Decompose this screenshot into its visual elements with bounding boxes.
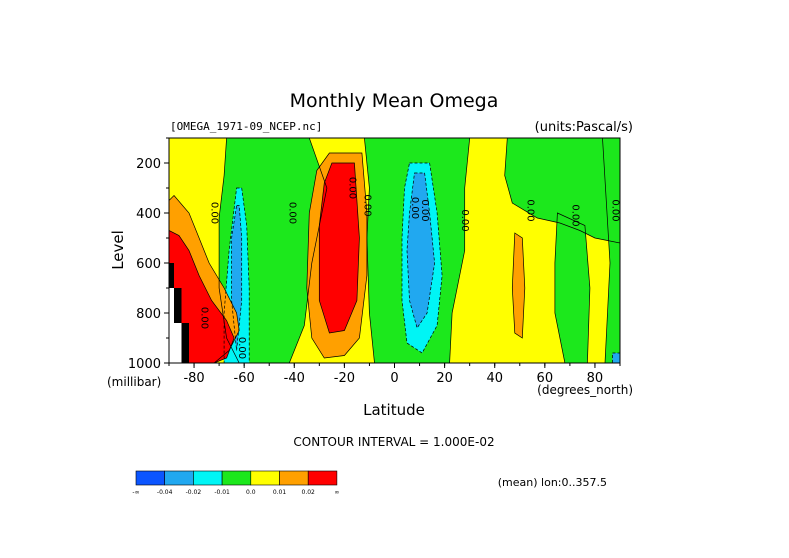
x-tick-label-2: -40 — [284, 371, 305, 386]
contour-label-10: 0.00 — [236, 337, 247, 359]
contour-line-4 — [554, 212, 591, 363]
colorbar-label-3: -0.01 — [214, 489, 230, 496]
colorbar-label-1: -0.04 — [157, 489, 173, 496]
contour-band-5 — [602, 138, 620, 363]
colorbar-label-4: 0.0 — [246, 489, 256, 496]
colorbar-swatch-4 — [250, 470, 280, 486]
x-tick-label-0: -80 — [183, 371, 204, 386]
contour-line-6 — [223, 187, 250, 363]
x-tick-label-1: -60 — [234, 371, 255, 386]
y-axis-ticks: 200 400 600 800 1000 — [128, 137, 169, 372]
colorbar-label-7: ∞ — [334, 489, 339, 496]
x-tick-label-5: 20 — [436, 371, 453, 386]
contour-label-8: 0.00 — [569, 204, 580, 226]
y-tick-label-3: 800 — [136, 307, 161, 322]
contour-band-17 — [612, 353, 620, 363]
mean-lon-label: (mean) lon:0..357.5 — [498, 476, 607, 489]
contour-interval-label: CONTOUR INTERVAL = 1.000E-02 — [293, 435, 494, 449]
x-axis-ticks: -80 -60 -40 -20 0 20 40 60 80 — [168, 363, 621, 386]
contour-label-4: 0.00 — [409, 197, 420, 219]
colorbar-swatch-1 — [164, 470, 194, 486]
contour-label-7: 0.00 — [524, 199, 535, 221]
x-tick-label-3: -20 — [334, 371, 355, 386]
y-axis-title: Level — [109, 230, 127, 270]
contour-line-10 — [306, 152, 368, 359]
contour-line-8 — [231, 205, 243, 351]
filled-contour-bands — [169, 138, 620, 363]
contour-line-1 — [218, 138, 328, 363]
contour-band-4 — [554, 213, 590, 363]
x-tick-label-4: 0 — [390, 371, 398, 386]
contour-line-14 — [169, 230, 235, 363]
contour-line-9 — [406, 172, 435, 329]
colorbar: -∞ -0.04 -0.02 -0.01 0.0 0.01 0.02 ∞ — [132, 470, 339, 496]
colorbar-swatch-3 — [221, 470, 252, 486]
x-axis-title: Latitude — [363, 401, 425, 419]
contour-lines — [169, 138, 620, 363]
units-label: (units:Pascal/s) — [535, 120, 633, 135]
contour-label-3: 0.00 — [361, 194, 372, 216]
contour-band-3 — [504, 138, 620, 243]
y-tick-label-4: 1000 — [128, 357, 161, 372]
colorbar-swatch-6 — [307, 470, 338, 486]
source-file-label: [OMEGA_1971-09_NCEP.nc] — [170, 120, 322, 133]
colorbar-swatch-0 — [135, 470, 166, 486]
y-tick-label-1: 400 — [136, 207, 161, 222]
contour-label-9: 0.00 — [610, 199, 621, 221]
colorbar-label-5: 0.01 — [273, 489, 287, 496]
contour-band-12 — [512, 233, 525, 338]
contour-line-5 — [602, 138, 620, 363]
y-tick-label-2: 600 — [136, 257, 161, 272]
contour-line-12 — [511, 232, 526, 339]
contour-label-11: 0.00 — [199, 307, 210, 329]
colorbar-label-6: 0.02 — [302, 489, 316, 496]
colorbar-swatch-5 — [279, 470, 309, 486]
contour-line-3 — [504, 138, 620, 244]
x-axis-unit: (degrees_north) — [537, 383, 633, 397]
colorbar-label-2: -0.02 — [186, 489, 202, 496]
x-tick-label-6: 40 — [486, 371, 503, 386]
x-tick-label-7: 60 — [537, 371, 554, 386]
contour-line-2 — [364, 138, 471, 363]
contour-band-9 — [407, 173, 435, 328]
contour-label-0: 0.00 — [209, 202, 220, 224]
contour-line-7 — [401, 162, 443, 354]
contour-line-13 — [318, 162, 360, 334]
colorbar-swatch-2 — [193, 470, 223, 486]
contour-label-2: 0.00 — [346, 177, 357, 199]
contour-label-6: 0.00 — [459, 209, 470, 231]
colorbar-label-0: -∞ — [132, 489, 139, 496]
contour-band-16 — [169, 288, 182, 363]
chart-title: Monthly Mean Omega — [290, 90, 499, 112]
contour-labels: 0.00 0.000.000.00 0.00 0.00 0.00 0.00 0.00 0.00… — [199, 177, 621, 359]
contour-label-5: 0.00 — [419, 199, 430, 221]
contour-line-11 — [169, 194, 240, 363]
y-tick-label-0: 200 — [136, 157, 161, 172]
contour-line-17 — [612, 352, 620, 363]
x-tick-label-8: 80 — [587, 371, 604, 386]
contour-band-13 — [319, 163, 360, 333]
y-axis-unit: (millibar) — [107, 375, 161, 389]
contour-label-1: 0.00 — [286, 202, 297, 224]
